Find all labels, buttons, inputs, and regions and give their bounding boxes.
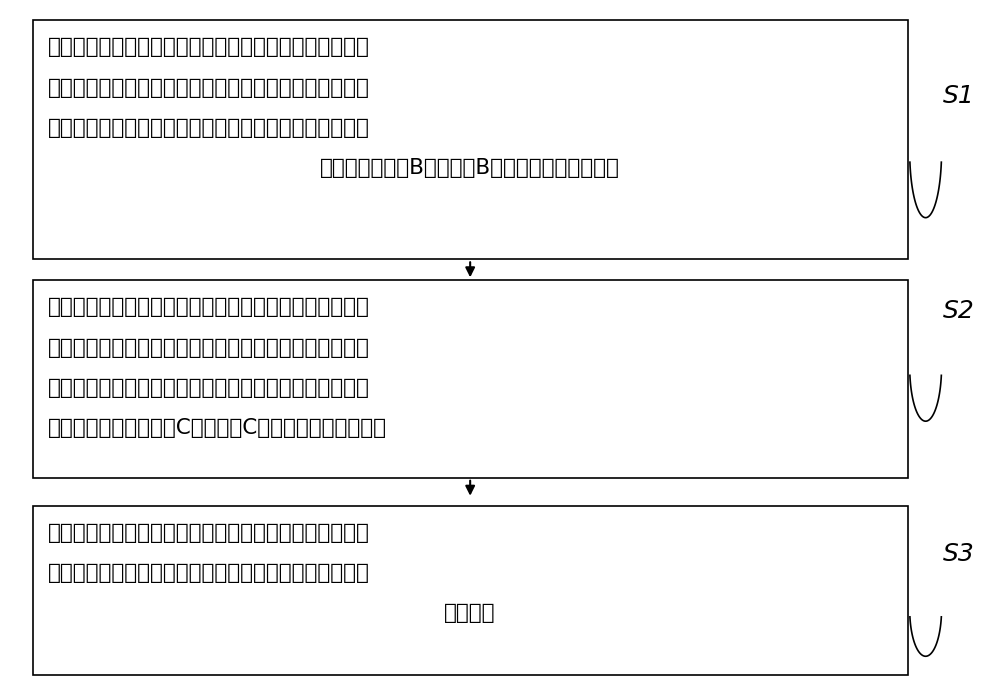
Text: S3: S3	[943, 542, 974, 566]
Text: 层处理，晾干，编织，灭菌得到耐降解相容性好可吸收医: 层处理，晾干，编织，灭菌得到耐降解相容性好可吸收医	[48, 563, 369, 583]
FancyBboxPatch shape	[33, 20, 908, 259]
FancyBboxPatch shape	[33, 280, 908, 478]
Text: 制备第一线芯：将聚乙交酯、改性聚乳酸、戊二醛、甘露: 制备第一线芯：将聚乙交酯、改性聚乳酸、戊二醛、甘露	[48, 38, 369, 57]
Text: S1: S1	[943, 85, 974, 108]
Text: 喷丝板得到物料B；将物料B水浴拉伸得到第一线芯: 喷丝板得到物料B；将物料B水浴拉伸得到第一线芯	[320, 158, 620, 178]
Text: ，通过喷丝板得到物料C；将物料C水浴拉伸得到第二线芯: ，通过喷丝板得到物料C；将物料C水浴拉伸得到第二线芯	[48, 418, 387, 438]
Text: S2: S2	[943, 299, 974, 324]
Text: 冷却，切粒得到第二母粒；再升温使第二母粒熔融，脱泡: 冷却，切粒得到第二母粒；再升温使第二母粒熔融，脱泡	[48, 378, 369, 398]
Text: 醛、甘露醇、香草醛混匀，升温后用双螺杆挤出机挤出，: 醛、甘露醇、香草醛混匀，升温后用双螺杆挤出机挤出，	[48, 338, 369, 358]
Text: 涂层编织：用涂层溶液对第一线芯和第二线芯分别进行涂: 涂层编织：用涂层溶液对第一线芯和第二线芯分别进行涂	[48, 523, 369, 543]
Text: 用缝合线: 用缝合线	[444, 603, 496, 624]
FancyBboxPatch shape	[33, 505, 908, 675]
Text: 醇、香草醛混匀，升温后用双螺杆挤出机挤出，冷却，切: 醇、香草醛混匀，升温后用双螺杆挤出机挤出，冷却，切	[48, 78, 369, 98]
Text: 粒得到第一母粒；再升温至使第一母粒熔融，脱泡，通过: 粒得到第一母粒；再升温至使第一母粒熔融，脱泡，通过	[48, 118, 369, 138]
Text: 制备第二线芯：将聚乳酸、聚乙交酯、改性聚乳酸、戊二: 制备第二线芯：将聚乳酸、聚乙交酯、改性聚乳酸、戊二	[48, 298, 369, 317]
